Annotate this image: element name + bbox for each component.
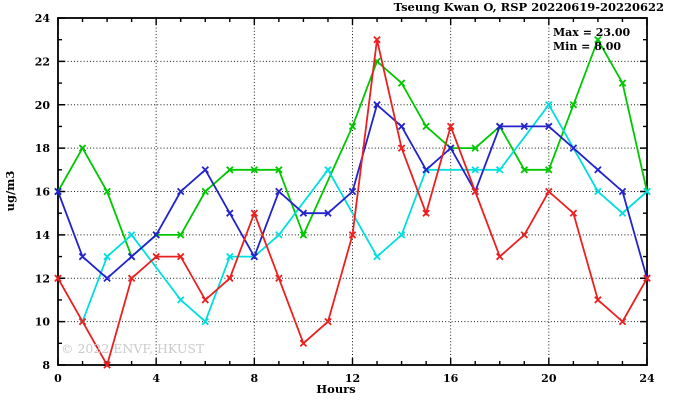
series-layer <box>54 35 651 369</box>
series-blue-markers <box>54 101 651 283</box>
x-tick-label-8: 8 <box>251 372 259 385</box>
y-tick-label-8: 8 <box>42 359 50 372</box>
y-axis-title: ug/m3 <box>3 171 17 212</box>
axis-ticks <box>57 17 648 366</box>
x-tick-label-4: 4 <box>152 372 160 385</box>
x-tick-label-16: 16 <box>443 372 459 385</box>
y-tick-label-16: 16 <box>35 186 51 199</box>
x-axis-title: Hours <box>316 382 355 396</box>
x-tick-label-24: 24 <box>639 372 655 385</box>
max-value-label: Max = 23.00 <box>553 26 631 39</box>
y-tick-label-24: 24 <box>35 12 51 25</box>
watermark: © 2022 ENVF, HKUST <box>61 341 205 356</box>
y-tick-label-20: 20 <box>35 99 51 112</box>
y-tick-label-10: 10 <box>35 316 51 329</box>
y-tick-label-12: 12 <box>35 272 50 285</box>
y-tick-label-14: 14 <box>35 229 51 242</box>
min-value-label: Min = 8.00 <box>553 40 621 53</box>
y-tick-label-22: 22 <box>35 55 50 68</box>
x-tick-label-12: 12 <box>345 372 360 385</box>
series-red-markers <box>54 35 651 369</box>
series-red <box>54 35 651 369</box>
y-tick-label-18: 18 <box>35 142 51 155</box>
x-tick-label-20: 20 <box>541 372 557 385</box>
x-tick-label-0: 0 <box>54 372 62 385</box>
series-blue <box>54 101 651 283</box>
tick-label-layer: 8 10 12 14 16 18 20 22 24 0 4 8 12 16 20 24 <box>35 12 655 385</box>
chart-title: Tseung Kwan O, RSP 20220619-20220622 <box>394 0 664 14</box>
